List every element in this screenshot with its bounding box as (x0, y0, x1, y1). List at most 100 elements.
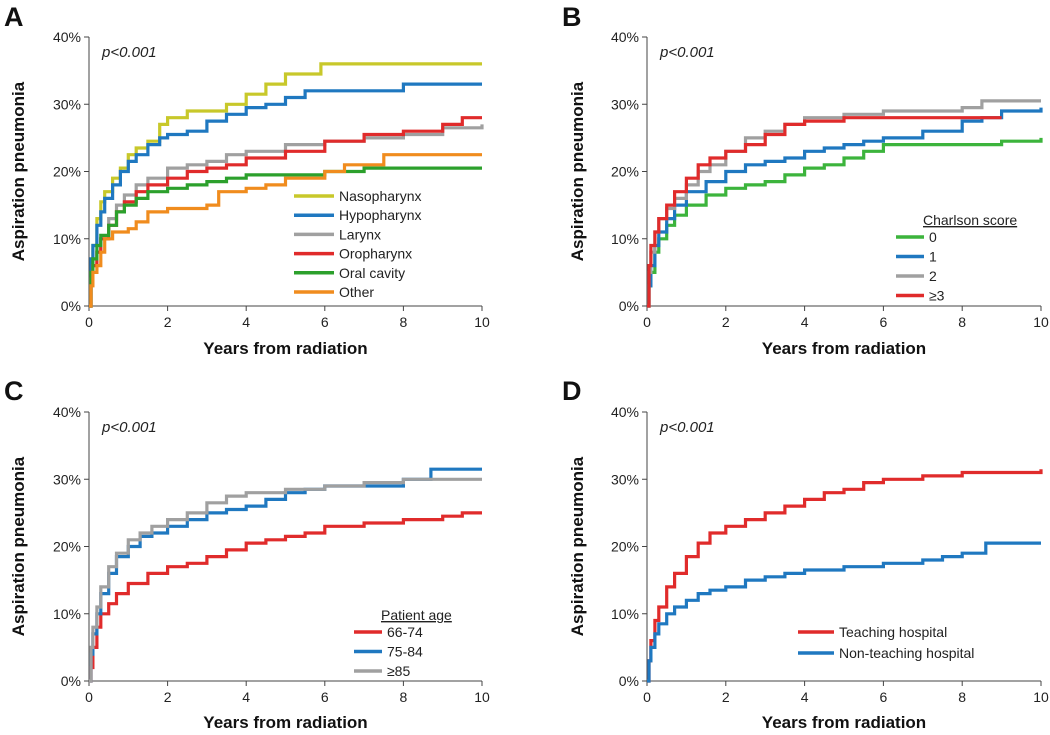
y-axis-title: Aspiration pneumonia (9, 456, 28, 636)
x-tick-label: 8 (400, 314, 408, 330)
legend-entry: Other (294, 284, 374, 300)
series-line-66-74 (89, 511, 482, 683)
series-line-teaching-hospital (647, 469, 1043, 683)
x-tick-label: 8 (400, 689, 408, 705)
legend-entry: 66-74 (354, 624, 423, 640)
p-value-annotation: p<0.001 (101, 44, 157, 61)
x-tick-label: 8 (958, 314, 966, 330)
panel-letter: D (562, 376, 582, 406)
x-tick-label: 6 (880, 689, 888, 705)
y-tick-label: 30% (611, 96, 639, 112)
y-tick-label: 10% (611, 231, 639, 247)
series-line--3 (647, 116, 1002, 308)
x-tick-label: 4 (801, 689, 809, 705)
y-tick-label: 0% (61, 673, 81, 689)
y-tick-label: 40% (53, 404, 81, 420)
y-tick-label: 30% (53, 471, 81, 487)
legend-entry: 2 (896, 268, 937, 284)
y-tick-label: 0% (61, 298, 81, 314)
x-tick-label: 10 (1033, 689, 1049, 705)
y-tick-label: 0% (619, 673, 639, 689)
y-tick-label: 20% (611, 539, 639, 555)
p-value-annotation: p<0.001 (101, 419, 157, 436)
y-tick-label: 10% (53, 231, 81, 247)
legend-label: 66-74 (387, 624, 423, 640)
x-tick-label: 10 (1033, 314, 1049, 330)
x-axis-title: Years from radiation (762, 713, 926, 732)
x-tick-label: 4 (801, 314, 809, 330)
x-tick-label: 0 (643, 689, 651, 705)
x-tick-label: 0 (643, 314, 651, 330)
x-axis-title: Years from radiation (203, 713, 367, 732)
y-tick-label: 40% (611, 29, 639, 45)
p-value-annotation: p<0.001 (659, 44, 715, 61)
y-tick-label: 10% (611, 606, 639, 622)
y-tick-label: 10% (53, 606, 81, 622)
panel-letter: C (4, 376, 24, 406)
legend-label: 1 (929, 249, 937, 265)
legend-label: ≥85 (387, 663, 410, 679)
legend-entry: Larynx (294, 226, 381, 242)
legend-label: Oral cavity (339, 265, 405, 281)
x-tick-label: 2 (164, 314, 172, 330)
y-tick-label: 30% (611, 471, 639, 487)
chart-panel-D: D 0% 10% 20% 30% 40% 0 2 4 6 8 10 Years from radiati… (562, 376, 1049, 732)
legend-entry: 0 (896, 229, 937, 245)
y-tick-label: 20% (53, 539, 81, 555)
legend: Teaching hospital Non-teaching hospital (798, 624, 974, 661)
x-tick-label: 4 (242, 689, 250, 705)
x-tick-label: 2 (722, 314, 730, 330)
y-tick-label: 40% (53, 29, 81, 45)
legend-label: 2 (929, 268, 937, 284)
y-tick-label: 20% (611, 164, 639, 180)
legend-label: Non-teaching hospital (839, 645, 974, 661)
x-tick-label: 6 (321, 314, 329, 330)
legend-entry: Hypopharynx (294, 207, 422, 223)
panel-letter: A (4, 2, 24, 32)
legend-entry: Oropharynx (294, 246, 412, 262)
legend-entry: 1 (896, 249, 937, 265)
legend-label: Nasopharynx (339, 188, 422, 204)
legend-entry: 75-84 (354, 644, 423, 660)
x-tick-label: 4 (242, 314, 250, 330)
legend-label: ≥3 (929, 288, 945, 304)
x-tick-label: 10 (474, 689, 490, 705)
y-axis-title: Aspiration pneumonia (9, 81, 28, 261)
x-tick-label: 10 (474, 314, 490, 330)
series-line--85 (89, 477, 482, 683)
series-line-0 (647, 137, 1043, 308)
y-tick-label: 0% (619, 298, 639, 314)
series-line-other (89, 153, 482, 308)
legend-entry: Non-teaching hospital (798, 645, 974, 661)
legend-entry: ≥3 (896, 288, 945, 304)
chart-panel-A: A 0% 10% 20% 30% 40% 0 2 4 6 8 10 Years from radiati… (4, 2, 490, 358)
series-line-non-teaching-hospital (647, 541, 1041, 683)
legend-label: 75-84 (387, 644, 423, 660)
x-tick-label: 8 (958, 689, 966, 705)
x-tick-label: 6 (880, 314, 888, 330)
legend-title: Patient age (381, 607, 452, 623)
legend-label: Larynx (339, 226, 381, 242)
series-line-1 (647, 107, 1043, 308)
legend-label: Teaching hospital (839, 624, 947, 640)
legend-entry: Oral cavity (294, 265, 405, 281)
legend-entry: ≥85 (354, 663, 410, 679)
legend-label: Other (339, 284, 374, 300)
x-tick-label: 6 (321, 689, 329, 705)
y-tick-label: 40% (611, 404, 639, 420)
x-tick-label: 2 (164, 689, 172, 705)
x-tick-label: 0 (85, 689, 93, 705)
x-tick-label: 2 (722, 689, 730, 705)
panel-letter: B (562, 2, 582, 32)
legend-label: Hypopharynx (339, 207, 422, 223)
p-value-annotation: p<0.001 (659, 419, 715, 436)
series-line-hypopharynx (89, 82, 482, 308)
legend-title: Charlson score (923, 212, 1017, 228)
legend-label: 0 (929, 229, 937, 245)
y-axis-title: Aspiration pneumonia (568, 81, 587, 261)
legend-entry: Nasopharynx (294, 188, 422, 204)
y-tick-label: 30% (53, 96, 81, 112)
legend-label: Oropharynx (339, 246, 412, 262)
